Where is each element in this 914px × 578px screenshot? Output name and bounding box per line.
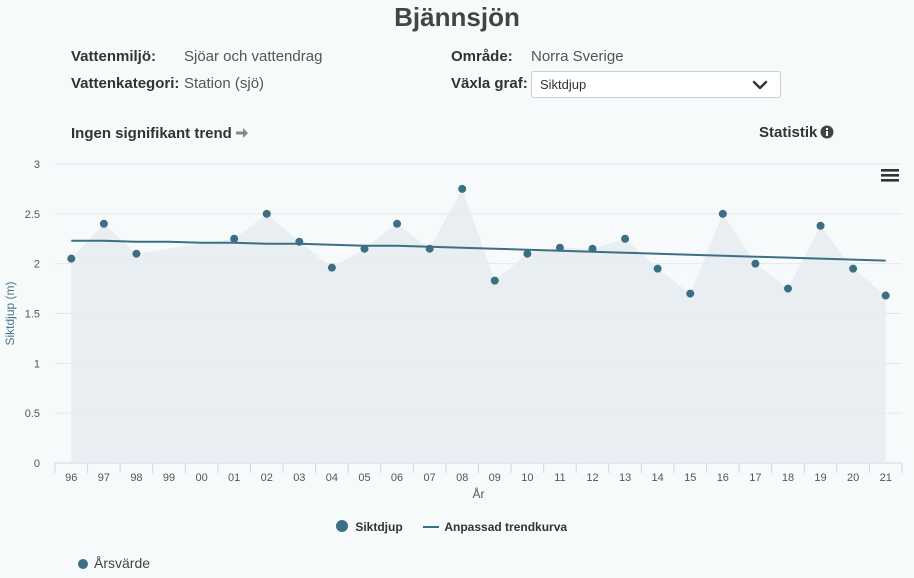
x-tick-label: 18	[782, 472, 794, 484]
info-circle-icon	[820, 125, 834, 139]
omrade-row: Område: Norra Sverige	[451, 47, 624, 67]
x-tick-label: 01	[228, 472, 240, 484]
data-point-siktdjup	[816, 221, 825, 230]
x-tick-label: 06	[391, 472, 403, 484]
x-tick-label: 17	[749, 472, 761, 484]
data-point-siktdjup	[555, 243, 564, 252]
x-tick-label: 04	[326, 472, 338, 484]
x-tick-label: 98	[130, 472, 142, 484]
x-tick-label: 00	[195, 472, 207, 484]
data-point-siktdjup	[881, 291, 890, 300]
x-tick-label: 08	[456, 472, 468, 484]
trend-text: Ingen signifikant trend	[71, 125, 232, 142]
legend-label-trend: Anpassad trendkurva	[444, 520, 568, 534]
data-point-siktdjup	[718, 209, 727, 218]
x-tick-label: 20	[847, 472, 859, 484]
data-point-siktdjup	[523, 249, 532, 258]
graph-select-value: Siktdjup	[540, 77, 587, 92]
x-tick-label: 10	[521, 472, 533, 484]
legend-marker-siktdjup	[336, 520, 348, 532]
vaxla-graf-label: Växla graf:	[451, 75, 528, 92]
chevron-down-icon	[752, 80, 768, 90]
x-tick-label: 19	[814, 472, 826, 484]
x-tick-label: 96	[65, 472, 77, 484]
data-point-siktdjup	[295, 237, 304, 246]
legend-label-siktdjup: Siktdjup	[355, 520, 403, 534]
arsvarde-legend: Årsvärde	[70, 555, 150, 571]
x-tick-label: 16	[717, 472, 729, 484]
statistik-label: Statistik	[759, 124, 818, 141]
x-tick-label: 15	[684, 472, 696, 484]
data-point-siktdjup	[490, 276, 499, 285]
data-point-siktdjup	[360, 244, 369, 253]
data-point-siktdjup	[393, 219, 402, 228]
x-tick-label: 99	[163, 472, 175, 484]
data-point-siktdjup	[783, 284, 792, 293]
legend-item-siktdjup[interactable]: Siktdjup	[336, 520, 403, 534]
chart: 0 0.5 1 1.5 2 2.5 3 96 97 98 99 00 01 02 03 04 05 06 07 08 0…	[3, 159, 903, 501]
y-tick-label: 1.5	[25, 309, 40, 321]
data-point-siktdjup	[849, 264, 858, 273]
page-title: Bjännsjön	[394, 2, 520, 32]
x-tick-label: 05	[358, 472, 370, 484]
series-area-siktdjup	[71, 188, 886, 463]
x-tick-label: 03	[293, 472, 305, 484]
arsvarde-marker	[78, 559, 88, 569]
vattenkategori-label: Vattenkategori:	[71, 75, 180, 92]
x-tick-label: 11	[554, 472, 565, 484]
trend-line	[71, 239, 886, 262]
trend-status: Ingen signifikant trend	[71, 125, 249, 142]
data-point-siktdjup	[686, 289, 695, 298]
arrow-right-icon	[235, 128, 248, 138]
data-point-siktdjup	[262, 209, 271, 218]
data-point-siktdjup	[99, 219, 108, 228]
y-tick-label: 1	[34, 358, 40, 370]
statistik-button[interactable]: Statistik	[759, 124, 834, 141]
vattenmiljo-value: Sjöar och vattendrag	[184, 48, 323, 65]
legend-marker-trend	[423, 526, 439, 528]
x-tick-label: 97	[98, 472, 110, 484]
y-axis-title: Siktdjup (m)	[3, 281, 17, 345]
x-tick-label: 14	[652, 472, 664, 484]
y-tick-label: 2.5	[25, 209, 40, 221]
data-point-siktdjup	[751, 259, 760, 268]
y-tick-label: 0.5	[25, 408, 40, 420]
x-tick-label: 09	[489, 472, 501, 484]
y-tick-label: 0	[34, 458, 40, 470]
x-tick-label: 21	[880, 472, 892, 484]
vattenkategori-row: Vattenkategori: Station (sjö)	[71, 74, 264, 94]
data-point-siktdjup	[230, 234, 239, 243]
x-tick-label: 02	[261, 472, 273, 484]
chart-menu-button[interactable]	[876, 163, 904, 187]
omrade-label: Område:	[451, 48, 513, 65]
vattenmiljo-row: Vattenmiljö: Sjöar och vattendrag	[71, 47, 322, 67]
data-point-siktdjup	[458, 184, 467, 193]
x-axis-title: År	[473, 486, 485, 501]
data-point-siktdjup	[653, 264, 662, 273]
data-point-siktdjup	[621, 234, 630, 243]
data-point-siktdjup	[588, 244, 597, 253]
y-tick-label: 3	[34, 159, 40, 171]
x-tick-label: 12	[586, 472, 598, 484]
hamburger-menu-icon	[881, 169, 899, 182]
data-point-siktdjup	[425, 244, 434, 253]
arsvarde-label: Årsvärde	[94, 555, 151, 571]
vaxla-graf-row: Växla graf:	[451, 74, 528, 94]
data-point-siktdjup	[327, 263, 336, 272]
vattenmiljo-label: Vattenmiljö:	[71, 48, 157, 65]
y-tick-label: 2	[34, 259, 40, 271]
omrade-value: Norra Sverige	[531, 48, 624, 65]
data-point-siktdjup	[132, 249, 141, 258]
vattenkategori-value: Station (sjö)	[184, 75, 265, 92]
x-tick-label: 07	[424, 472, 436, 484]
data-point-siktdjup	[67, 254, 76, 263]
legend-item-trend[interactable]: Anpassad trendkurva	[423, 520, 567, 534]
x-tick-label: 13	[619, 472, 631, 484]
graph-select[interactable]: Siktdjup	[531, 71, 781, 98]
